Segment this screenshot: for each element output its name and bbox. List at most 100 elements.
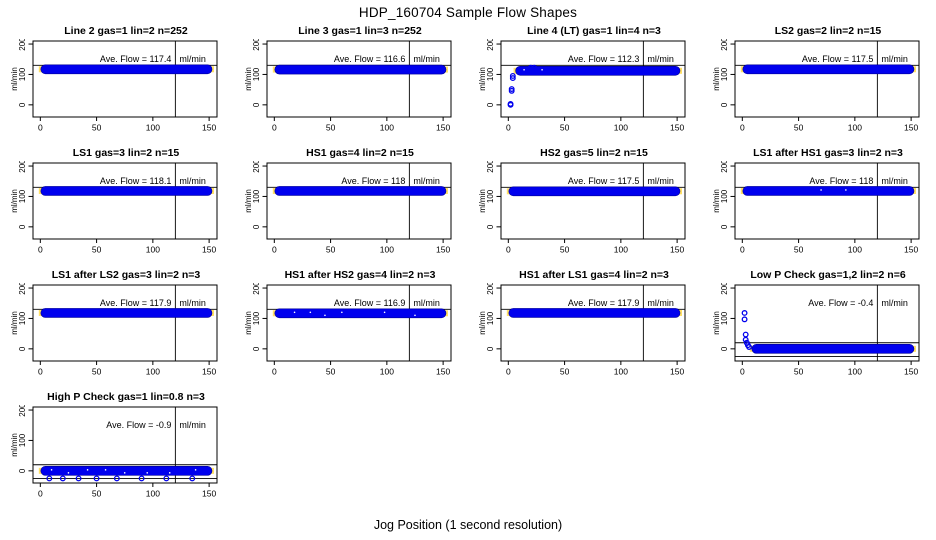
y-tick-label: 100 xyxy=(18,433,27,447)
data-band xyxy=(515,65,681,76)
y-tick-label: 100 xyxy=(252,67,261,81)
plot-frame xyxy=(32,162,218,240)
plot-frame xyxy=(734,284,920,362)
plot-frame xyxy=(734,162,920,240)
x-tick-label: 0 xyxy=(506,367,511,377)
y-tick-label: 100 xyxy=(252,189,261,203)
band-cap-left xyxy=(272,187,276,194)
x-tick-label: 150 xyxy=(904,123,918,133)
subplot-13: High P Check gas=1 lin=0.8 n=3 ml/min 0 100… xyxy=(0,390,234,512)
subplot-title: HS1 after LS1 gas=4 lin=2 n=3 xyxy=(519,269,669,281)
plot-frame xyxy=(266,162,452,240)
data-point xyxy=(59,475,66,482)
plot-area: ml/min 0 100 200 0 50 100 150 Ave. Flow = 118 ml/… xyxy=(245,161,452,255)
x-axis-title: Jog Position (1 second resolution) xyxy=(373,518,563,532)
x-tick-label: 50 xyxy=(560,123,570,133)
data-point xyxy=(113,475,120,482)
data-point xyxy=(507,100,514,107)
y-tick-label: 0 xyxy=(18,102,27,107)
x-tick-label: 0 xyxy=(38,123,43,133)
y-axis-label: ml/min xyxy=(479,67,487,91)
ave-flow-label: Ave. Flow = 117.5 xyxy=(568,176,639,186)
plot-area: ml/min 0 100 200 0 50 100 150 Ave. Flow = 116.9 m… xyxy=(245,283,452,377)
x-tick-label: 150 xyxy=(670,367,684,377)
band-speckle xyxy=(67,472,70,474)
x-tick-label: 0 xyxy=(38,489,43,499)
data-point xyxy=(509,73,516,79)
band-cap-right xyxy=(444,310,448,317)
data-point xyxy=(527,64,534,71)
x-tick-label: 50 xyxy=(326,245,336,255)
plot-area: ml/min 0 100 200 0 50 100 150 Ave. Flow = -0.4 ml… xyxy=(713,283,920,377)
band-cap-left xyxy=(506,309,510,316)
y-tick-label: 200 xyxy=(252,161,261,173)
data-band xyxy=(40,64,213,75)
unit-label: ml/min xyxy=(881,176,908,186)
band-speckle xyxy=(324,314,326,317)
x-tick-label: 150 xyxy=(670,245,684,255)
x-tick-label: 100 xyxy=(146,367,160,377)
plot-area: ml/min 0 100 200 0 50 100 150 Ave. Flow = 117.5 m… xyxy=(479,161,686,255)
band-cap-left xyxy=(38,66,42,73)
data-point xyxy=(742,331,749,338)
y-tick-label: 0 xyxy=(252,346,261,351)
band-cap-left xyxy=(272,66,276,73)
plot-area: ml/min 0 100 200 0 50 100 150 Ave. Flow = 118.1 m… xyxy=(11,161,218,255)
x-tick-label: 50 xyxy=(326,367,336,377)
y-tick-label: 100 xyxy=(720,311,729,325)
band-cap-left xyxy=(38,309,42,316)
ave-flow-label: Ave. Flow = -0.9 xyxy=(106,420,171,430)
y-axis-label: ml/min xyxy=(713,67,721,91)
data-point xyxy=(742,336,749,343)
y-axis-label: ml/min xyxy=(245,189,253,213)
subplot-title: Line 2 gas=1 lin=2 n=252 xyxy=(64,25,188,37)
band-cap-right xyxy=(210,467,214,474)
y-tick-label: 200 xyxy=(18,161,27,173)
band-cap-left xyxy=(506,188,510,195)
x-tick-label: 0 xyxy=(38,367,43,377)
band-cap-left xyxy=(513,67,517,74)
y-axis-label: ml/min xyxy=(713,311,721,335)
plot-area: ml/min 0 100 200 0 50 100 150 Ave. Flow = 118 ml/… xyxy=(713,161,920,255)
plot-frame xyxy=(32,40,218,118)
data-point xyxy=(741,310,748,316)
unit-label: ml/min xyxy=(179,54,206,64)
y-axis-label: ml/min xyxy=(11,433,19,457)
band-cap-left xyxy=(38,467,42,474)
band-speckle xyxy=(523,68,525,71)
x-tick-label: 50 xyxy=(560,245,570,255)
band-cap-left xyxy=(38,187,42,194)
subplot-8: LS1 after HS1 gas=3 lin=2 n=3 ml/min 0 100 2… xyxy=(702,146,936,268)
y-tick-label: 200 xyxy=(486,161,495,173)
x-tick-label: 0 xyxy=(272,367,277,377)
data-point xyxy=(508,86,515,92)
subplot-12: Low P Check gas=1,2 lin=2 n=6 ml/min 0 100 2… xyxy=(702,268,936,390)
y-tick-label: 100 xyxy=(486,189,495,203)
band-cap-left xyxy=(740,187,744,194)
plot-frame xyxy=(266,284,452,362)
x-tick-label: 100 xyxy=(146,123,160,133)
x-tick-label: 100 xyxy=(380,245,394,255)
subplot-2: Line 3 gas=1 lin=3 n=252 ml/min 0 100 200 0 50… xyxy=(234,24,468,146)
data-point xyxy=(163,475,170,482)
y-tick-label: 200 xyxy=(18,405,27,417)
data-band xyxy=(274,64,447,75)
plot-frame xyxy=(32,406,218,484)
data-band xyxy=(742,64,915,75)
y-axis-label: ml/min xyxy=(11,189,19,213)
ave-flow-label: Ave. Flow = 112.3 xyxy=(568,54,639,64)
x-tick-label: 0 xyxy=(272,245,277,255)
plot-frame xyxy=(32,284,218,362)
x-tick-label: 50 xyxy=(794,367,804,377)
y-tick-label: 100 xyxy=(18,311,27,325)
plot-area: ml/min 0 100 200 0 50 100 150 Ave. Flow = 117.9 m… xyxy=(479,283,686,377)
y-tick-label: 200 xyxy=(18,39,27,51)
plot-area: ml/min 0 100 200 0 50 100 150 Ave. Flow = -0.9 ml… xyxy=(11,405,218,499)
plot-area: ml/min 0 100 200 0 50 100 150 Ave. Flow = 117.4 m… xyxy=(11,39,218,133)
band-cap-right xyxy=(678,67,682,74)
subplot-title: LS1 after HS1 gas=3 lin=2 n=3 xyxy=(753,147,903,159)
subplot-5: LS1 gas=3 lin=2 n=15 ml/min 0 100 200 0 50 100 1… xyxy=(0,146,234,268)
data-band xyxy=(508,186,681,197)
subplot-title: LS1 gas=3 lin=2 n=15 xyxy=(72,147,180,159)
unit-label: ml/min xyxy=(179,420,206,430)
